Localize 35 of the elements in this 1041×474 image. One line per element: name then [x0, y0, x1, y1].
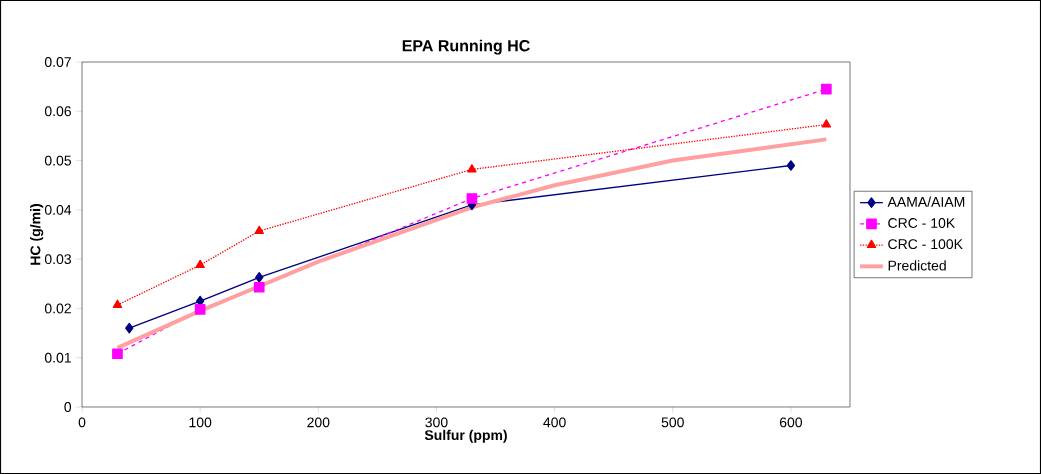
point — [195, 259, 205, 269]
point — [467, 164, 477, 173]
y-tick-label: 0.05 — [44, 155, 72, 166]
y-tick-label: 0.02 — [44, 303, 71, 314]
x-tick-label: 100 — [189, 417, 212, 428]
y-tick-label: 0.04 — [44, 204, 72, 215]
y-tick-label: 0.03 — [44, 254, 71, 265]
point — [255, 272, 264, 283]
y-tick-label: 0.06 — [44, 106, 71, 117]
point — [466, 193, 478, 204]
x-tick-label: 200 — [307, 417, 330, 428]
legend-label: CRC - 100K — [888, 239, 963, 250]
point — [125, 322, 134, 334]
y-tick-label: 0 — [64, 402, 72, 412]
x-tick-label: 400 — [543, 417, 566, 428]
point — [821, 83, 832, 95]
y-axis-title: HC (g/mi) — [30, 204, 44, 265]
legend-label: Predicted — [888, 260, 946, 271]
x-tick-label: 300 — [425, 417, 448, 428]
x-tick-label: 0 — [78, 417, 86, 428]
legend-label: AAMA/AIAM — [887, 196, 965, 207]
point — [112, 299, 123, 308]
x-tick-label: 500 — [661, 417, 684, 428]
point — [254, 225, 264, 235]
point — [194, 304, 206, 315]
x-axis-title: Sulfur (ppm) — [424, 429, 507, 443]
point — [253, 281, 265, 293]
point — [821, 119, 832, 128]
legend-label: CRC - 10K — [888, 218, 956, 228]
y-tick-label: 0.07 — [44, 57, 71, 67]
chart-title: EPA Running HC — [402, 39, 530, 55]
point — [112, 348, 123, 360]
point — [786, 160, 796, 171]
x-tick-label: 600 — [779, 417, 803, 428]
y-tick-label: 0.01 — [44, 352, 71, 363]
